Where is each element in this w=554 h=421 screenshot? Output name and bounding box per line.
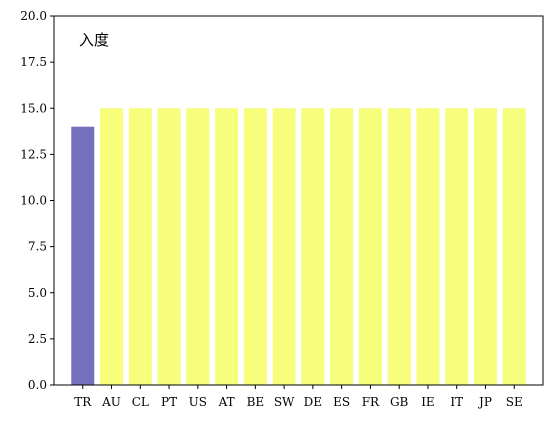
bar-sw bbox=[272, 108, 296, 385]
bar-de bbox=[301, 108, 325, 385]
y-tick-label: 2.5 bbox=[28, 332, 47, 346]
x-tick-label-es: ES bbox=[333, 395, 350, 409]
x-tick-label-be: BE bbox=[247, 395, 265, 409]
y-tick-label: 5.0 bbox=[28, 286, 47, 300]
bars-group bbox=[71, 108, 526, 385]
bar-pt bbox=[157, 108, 181, 385]
x-tick-label-de: DE bbox=[304, 395, 322, 409]
y-tick-label: 0.0 bbox=[28, 378, 47, 392]
bar-it bbox=[445, 108, 469, 385]
x-tick-label-gb: GB bbox=[390, 395, 409, 409]
bar-at bbox=[215, 108, 239, 385]
x-tick-label-au: AU bbox=[101, 395, 121, 409]
bar-ie bbox=[416, 108, 440, 385]
y-tick-label: 20.0 bbox=[20, 9, 47, 23]
plot-frame bbox=[53, 15, 544, 386]
x-tick-label-sw: SW bbox=[274, 395, 295, 409]
y-tick-label: 17.5 bbox=[20, 55, 47, 69]
y-tick-label: 15.0 bbox=[20, 101, 47, 115]
bar-gb bbox=[387, 108, 411, 385]
x-tick-label-tr: TR bbox=[74, 395, 92, 409]
bar-fr bbox=[358, 108, 382, 385]
x-tick-label-fr: FR bbox=[362, 395, 380, 409]
x-tick-label-ie: IE bbox=[421, 395, 435, 409]
bar-us bbox=[186, 108, 210, 385]
x-tick-label-se: SE bbox=[506, 395, 523, 409]
x-tick-label-cl: CL bbox=[132, 395, 149, 409]
bar-jp bbox=[473, 108, 497, 385]
x-tick-label-us: US bbox=[189, 395, 207, 409]
bar-au bbox=[100, 108, 124, 385]
bar-cl bbox=[128, 108, 152, 385]
bar-tr bbox=[71, 126, 95, 385]
x-tick-label-at: AT bbox=[218, 395, 235, 409]
x-axis: TR AU CL PT US AT BE SW DE ES FR GB IE IT JP SE bbox=[74, 385, 523, 409]
y-tick-label: 10.0 bbox=[20, 194, 47, 208]
bar-se bbox=[502, 108, 526, 385]
chart-title: 入度 bbox=[79, 31, 109, 49]
y-tick-label: 12.5 bbox=[20, 147, 47, 161]
y-axis: 0.0 2.5 5.0 7.5 10.0 12.5 15.0 17.5 20.0 bbox=[20, 9, 54, 392]
x-tick-label-it: IT bbox=[450, 395, 463, 409]
bar-be bbox=[243, 108, 267, 385]
x-tick-label-jp: JP bbox=[477, 395, 492, 409]
y-tick-label: 7.5 bbox=[28, 240, 47, 254]
x-tick-label-pt: PT bbox=[161, 395, 177, 409]
bar-es bbox=[330, 108, 354, 385]
